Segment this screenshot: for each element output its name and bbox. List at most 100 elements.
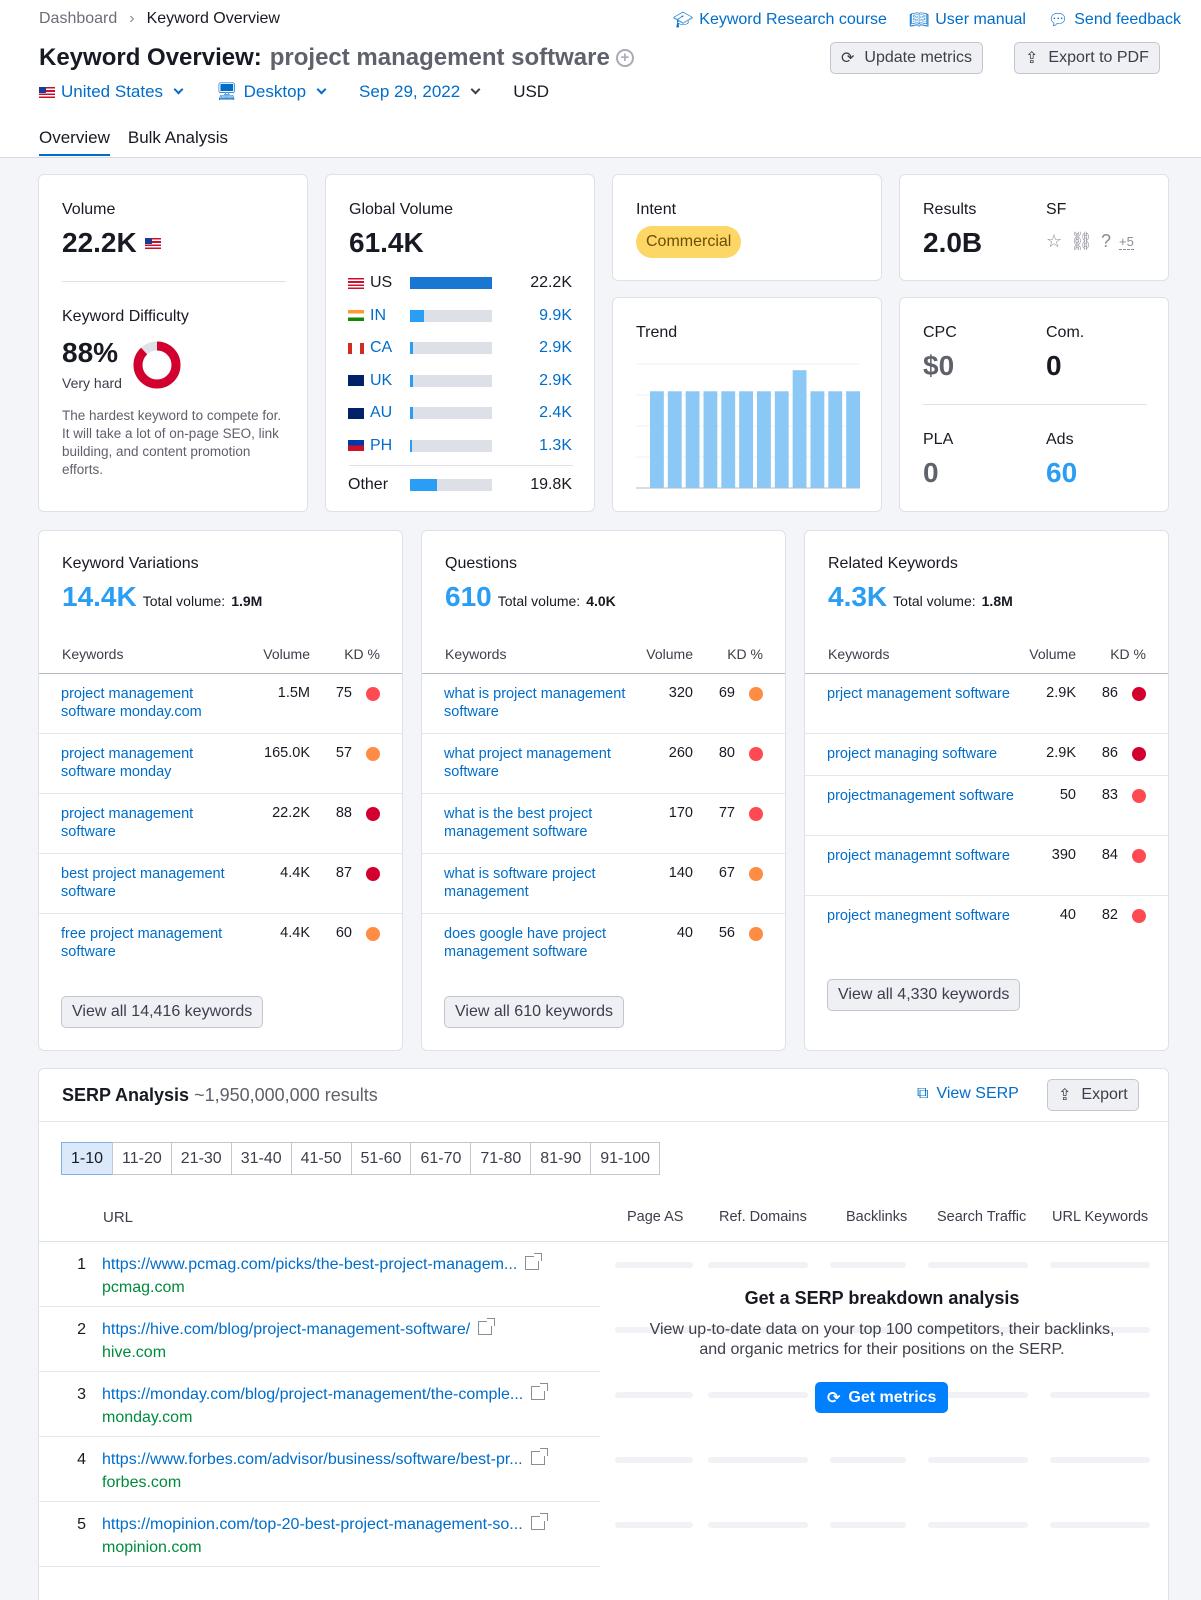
add-keyword-icon[interactable]: + xyxy=(615,49,634,67)
sf-more[interactable]: +5 xyxy=(1119,233,1134,250)
serp-url[interactable]: https://hive.com/blog/project-management… xyxy=(102,1318,496,1339)
divider xyxy=(805,673,1168,674)
serp-url-text[interactable]: https://www.forbes.com/advisor/business/… xyxy=(102,1451,523,1468)
keyword-link[interactable]: project management software xyxy=(61,806,194,840)
serp-column-header[interactable]: URL Keywords xyxy=(1052,1209,1149,1225)
keyword-link[interactable]: project managing software xyxy=(827,746,998,762)
question-icon[interactable]: ? xyxy=(1101,231,1112,251)
serp-url-text[interactable]: https://mopinion.com/top-20-best-project… xyxy=(102,1516,523,1533)
keyword-link[interactable]: what is the best project management soft… xyxy=(444,806,593,840)
trend-bar[interactable] xyxy=(846,391,860,488)
keyword-volume: 40 xyxy=(676,925,693,941)
view-all-button[interactable]: View all 610 keywords xyxy=(444,996,625,1028)
serp-url-text[interactable]: https://monday.com/blog/project-manageme… xyxy=(102,1386,524,1403)
country-volume[interactable]: 2.4K xyxy=(539,404,572,421)
keyword-link[interactable]: free project management software xyxy=(61,926,223,960)
country-volume[interactable]: 1.3K xyxy=(539,436,572,454)
trend-bar[interactable] xyxy=(774,391,789,488)
serp-url[interactable]: https://www.forbes.com/advisor/business/… xyxy=(102,1448,548,1469)
trend-bar[interactable] xyxy=(810,391,825,488)
view-serp-link[interactable]: ⧉ View SERP xyxy=(917,1085,1019,1103)
keyword-link[interactable]: what is software project management xyxy=(444,866,596,900)
serp-column-header[interactable]: Page AS xyxy=(627,1209,684,1225)
get-metrics-button[interactable]: ⟳ Get metrics xyxy=(815,1382,949,1413)
breadcrumb-dashboard[interactable]: Dashboard xyxy=(39,10,118,27)
keyword-link[interactable]: does google have project management soft… xyxy=(444,926,607,960)
keyword-link[interactable]: projectmanagement software xyxy=(827,788,1014,804)
keyword-panel: Keyword Variations 14.4K Total volume: 1.9M… xyxy=(38,530,403,1051)
keyword-link[interactable]: project management software monday xyxy=(61,746,194,780)
column-kd: KD % xyxy=(1110,646,1146,662)
send-feedback-link[interactable]: 💬︎ Send feedback xyxy=(1048,10,1181,30)
serp-url-text[interactable]: https://www.pcmag.com/picks/the-best-pro… xyxy=(102,1256,518,1273)
trend-bar[interactable] xyxy=(703,391,718,488)
panel-total-value: 4.0K xyxy=(586,593,616,609)
trend-bar[interactable] xyxy=(792,370,807,488)
keyword-link[interactable]: project managemnt software xyxy=(827,848,1010,864)
country-volume[interactable]: 9.9K xyxy=(539,306,572,324)
star-icon[interactable]: ☆ xyxy=(1046,231,1063,251)
page-range-tab[interactable]: 61-70 xyxy=(410,1142,472,1175)
keyword-link[interactable]: what is project management software xyxy=(444,686,626,720)
country-volume[interactable]: 2.9K xyxy=(539,371,572,389)
tab-overview[interactable]: Overview xyxy=(39,128,110,156)
page-range-tab[interactable]: 11-20 xyxy=(112,1142,172,1175)
panel-title: Keyword Variations xyxy=(62,555,199,572)
page-range-tab[interactable]: 51-60 xyxy=(350,1142,412,1175)
trend-bar[interactable] xyxy=(828,391,843,488)
external-link-icon[interactable] xyxy=(478,1318,496,1335)
page-range-tab[interactable]: 21-30 xyxy=(170,1142,232,1175)
external-link-icon[interactable] xyxy=(525,1253,543,1270)
skeleton-bar xyxy=(1050,1457,1150,1463)
keyword-link[interactable]: project manegment software xyxy=(827,908,1010,924)
export-pdf-button[interactable]: ⇪ Export to PDF xyxy=(1014,42,1160,74)
device-select[interactable]: 🖥︎ Desktop xyxy=(216,82,327,102)
serp-column-header[interactable]: Backlinks xyxy=(846,1209,908,1225)
panel-count-value[interactable]: 14.4K xyxy=(62,581,137,612)
serp-url[interactable]: https://www.pcmag.com/picks/the-best-pro… xyxy=(102,1253,543,1274)
keyword-link[interactable]: what project management software xyxy=(444,746,611,780)
trend-bar[interactable] xyxy=(721,391,736,488)
update-metrics-button[interactable]: ⟳ Update metrics xyxy=(830,42,983,74)
other-label: Other xyxy=(348,476,389,493)
serp-export-button[interactable]: ⇪ Export xyxy=(1047,1079,1139,1111)
serp-column-header[interactable]: Search Traffic xyxy=(937,1209,1027,1225)
trend-bar[interactable] xyxy=(667,391,682,488)
external-link-icon[interactable] xyxy=(531,1383,549,1400)
skeleton-bar xyxy=(708,1457,808,1463)
external-link-icon[interactable] xyxy=(530,1513,548,1530)
trend-bar[interactable] xyxy=(739,391,753,488)
link-icon[interactable]: ⛓︎ xyxy=(1070,231,1093,251)
page-range-tab[interactable]: 41-50 xyxy=(290,1142,352,1175)
page-range-tab[interactable]: 81-90 xyxy=(530,1142,592,1175)
page-range-tab[interactable]: 31-40 xyxy=(230,1142,292,1175)
user-manual-link[interactable]: 📖︎ User manual xyxy=(909,10,1026,30)
page-range-tab[interactable]: 1-10 xyxy=(61,1142,114,1175)
panel-count-value[interactable]: 4.3K xyxy=(828,581,888,612)
panel-count-value[interactable]: 610 xyxy=(445,581,492,612)
keyword-kd: 67 xyxy=(718,865,735,881)
trend-bar[interactable] xyxy=(685,391,700,488)
trend-bar[interactable] xyxy=(757,391,771,488)
tab-bulk-analysis[interactable]: Bulk Analysis xyxy=(127,128,229,147)
keyword-link[interactable]: project management software monday.com xyxy=(61,686,202,720)
ads-value[interactable]: 60 xyxy=(1046,457,1078,488)
date-select[interactable]: Sep 29, 2022 xyxy=(359,82,481,102)
keyword-link[interactable]: best project management software xyxy=(61,866,225,900)
serp-column-header[interactable]: Ref. Domains xyxy=(719,1209,807,1225)
trend-bar[interactable] xyxy=(650,391,664,488)
serp-url-text[interactable]: https://hive.com/blog/project-management… xyxy=(102,1321,471,1338)
skeleton-bar xyxy=(708,1327,808,1333)
serp-url[interactable]: https://mopinion.com/top-20-best-project… xyxy=(102,1513,548,1534)
external-link-icon[interactable] xyxy=(530,1448,548,1465)
country-volume[interactable]: 2.9K xyxy=(539,339,572,356)
keyword-course-link[interactable]: 🎓︎ Keyword Research course xyxy=(673,10,887,30)
keyword-link[interactable]: prject management software xyxy=(827,686,1010,702)
country-code: PH xyxy=(348,437,410,455)
view-all-button[interactable]: View all 4,330 keywords xyxy=(827,979,1021,1011)
country-select[interactable]: United States xyxy=(39,82,184,102)
page-range-tab[interactable]: 91-100 xyxy=(590,1142,661,1175)
page-range-tab[interactable]: 71-80 xyxy=(470,1142,532,1175)
serp-url[interactable]: https://monday.com/blog/project-manageme… xyxy=(102,1383,549,1404)
view-all-button[interactable]: View all 14,416 keywords xyxy=(61,996,264,1028)
